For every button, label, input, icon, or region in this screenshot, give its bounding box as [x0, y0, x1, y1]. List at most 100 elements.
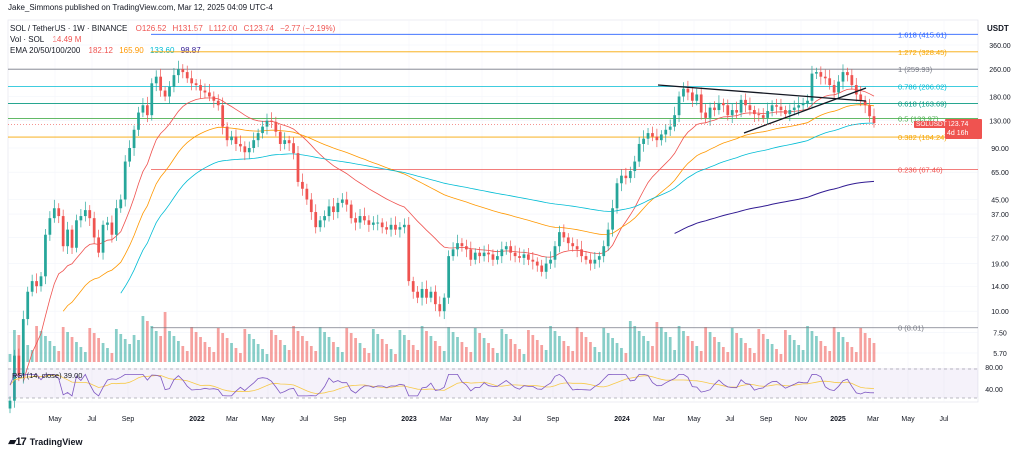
volume-bar	[717, 342, 721, 362]
candle	[216, 100, 220, 106]
volume-bar	[602, 328, 606, 362]
volume-bar	[522, 354, 526, 362]
y-tick-label: 130.00	[989, 119, 1011, 126]
candle	[163, 90, 167, 97]
candle	[340, 199, 344, 203]
volume-bar	[668, 337, 672, 362]
volume-bar	[176, 341, 180, 362]
candle	[345, 199, 349, 205]
volume-bar	[677, 326, 681, 362]
volume-bar	[806, 326, 809, 362]
volume-bar	[141, 316, 145, 362]
volume-bar	[75, 342, 78, 362]
volume-bar	[101, 343, 105, 362]
volume-bar	[615, 343, 619, 362]
volume-bar	[752, 353, 756, 362]
y-tick-label: 19.00	[991, 262, 1009, 269]
candle	[744, 99, 747, 106]
x-tick-label: Jul	[726, 416, 735, 423]
volume-bar	[420, 326, 424, 362]
candle	[704, 112, 708, 118]
candle	[748, 105, 752, 111]
candle	[713, 107, 716, 111]
volume-bar	[496, 353, 499, 362]
volume-bar	[664, 332, 668, 362]
candle	[761, 115, 765, 118]
volume-bar	[854, 352, 858, 362]
volume-bar	[283, 345, 287, 362]
volume-bar	[571, 351, 575, 362]
candle	[225, 126, 229, 141]
candle	[367, 220, 371, 225]
candle	[464, 246, 468, 250]
candle	[150, 83, 154, 116]
candle	[305, 188, 309, 200]
candle	[39, 276, 43, 287]
candle	[247, 147, 251, 153]
x-tick-label: Jul	[513, 416, 522, 423]
candle	[620, 175, 623, 184]
y-tick-label: 65.00	[991, 170, 1009, 177]
volume-bar	[584, 337, 588, 362]
volume-bar	[327, 337, 331, 362]
volume-bar	[354, 338, 357, 362]
candle	[416, 291, 420, 298]
candle	[695, 94, 699, 101]
fib-level-label: 0.382 (104.24)	[898, 133, 947, 142]
volume-bar	[686, 336, 690, 362]
volume-bar	[318, 327, 322, 362]
volume-bar	[487, 343, 490, 362]
candle	[810, 73, 814, 101]
volume-bar	[460, 342, 464, 362]
fibonacci-levels: 1.618 (415.61) 1.272 (328.45) 1 (259.93) 0.…	[8, 30, 978, 333]
volume-bar	[301, 336, 304, 362]
candle	[788, 110, 792, 115]
candle	[274, 121, 278, 132]
volume-bar	[92, 333, 96, 362]
volume-bar	[230, 343, 233, 362]
volume-bar	[106, 348, 109, 362]
y-tick-label: 7.50	[993, 331, 1007, 338]
candle	[61, 216, 65, 247]
volume-bar	[832, 327, 836, 362]
ema20-value: 182.12	[88, 46, 113, 55]
candle	[841, 72, 845, 82]
volume-bar	[150, 326, 154, 362]
volume-bar	[61, 327, 65, 362]
candle	[371, 222, 375, 225]
candle	[597, 256, 601, 260]
candle	[566, 237, 570, 244]
volume-bar	[797, 345, 801, 362]
chart-grid	[7, 19, 979, 403]
candle	[606, 229, 610, 247]
candle	[44, 234, 47, 277]
volume-bar	[234, 348, 238, 362]
candle	[199, 85, 202, 91]
ohlc-close: C123.74	[243, 24, 274, 33]
volume-bar	[540, 345, 544, 362]
candle	[442, 297, 446, 312]
volume-bar	[690, 341, 694, 362]
volume-bar	[358, 343, 362, 362]
rsi-band	[8, 368, 978, 398]
fib-level-label: 0.786 (206.02)	[898, 82, 947, 91]
volume-bar	[270, 330, 273, 362]
volume-bar	[57, 351, 61, 362]
candle	[491, 254, 495, 260]
candle	[633, 161, 637, 172]
candle	[97, 237, 100, 253]
volume-bar	[575, 327, 579, 362]
volume-bar	[695, 346, 699, 362]
ohlc-high: H131.57	[172, 24, 203, 33]
volume-bar	[44, 336, 47, 362]
fib-level-label: 0.5 (133.97)	[898, 114, 939, 123]
volume-bar	[744, 343, 747, 362]
candle	[850, 75, 854, 86]
candle	[389, 224, 393, 230]
tradingview-brand[interactable]: ▰17 TradingView	[8, 435, 83, 448]
bar-countdown: 4d 16h	[947, 130, 969, 137]
candle	[159, 76, 163, 91]
candle	[757, 114, 761, 116]
volume-bar	[385, 344, 388, 362]
